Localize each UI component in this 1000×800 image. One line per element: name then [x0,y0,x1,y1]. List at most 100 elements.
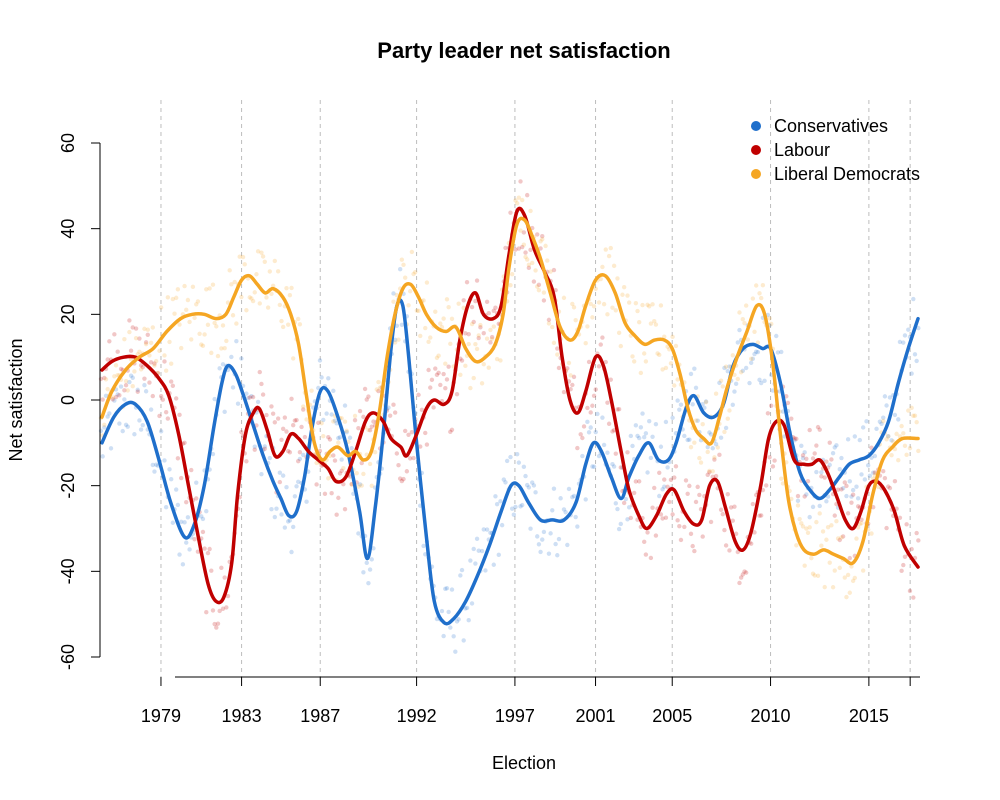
poll-point [845,572,851,578]
poll-point [280,473,286,478]
poll-point [200,516,206,522]
poll-point [872,453,878,459]
poll-point [357,482,363,487]
poll-point [339,468,344,474]
poll-point [837,537,842,543]
poll-point [158,394,164,399]
poll-point [297,449,303,455]
poll-point [799,443,804,449]
legend-marker [751,145,761,155]
poll-point [458,372,463,377]
poll-point [394,292,400,298]
poll-point [426,339,431,345]
poll-point [316,385,321,391]
poll-point [364,560,369,566]
poll-point [267,455,273,461]
poll-point [633,479,639,484]
poll-point [897,339,903,345]
poll-point [864,419,869,424]
y-tick-label: -20 [58,473,78,499]
poll-point [279,318,284,324]
poll-point [123,422,129,428]
poll-point [620,292,625,297]
poll-point [738,370,744,375]
poll-point [601,301,607,307]
poll-point [199,342,204,347]
poll-point [230,313,236,318]
poll-point [327,437,333,442]
poll-point [329,412,334,417]
poll-point [449,587,455,592]
poll-point [897,515,903,520]
poll-point [402,428,408,434]
poll-point [700,534,705,539]
poll-point [769,403,774,408]
poll-point [688,371,694,377]
poll-point [167,467,172,472]
poll-point [824,537,829,542]
poll-point [474,536,480,542]
poll-point [399,257,405,262]
poll-point [625,517,630,522]
poll-point [458,356,463,361]
poll-point [137,349,142,355]
poll-point [252,444,257,449]
poll-point [471,375,476,381]
poll-point [730,518,735,523]
poll-point [150,393,155,399]
poll-point [712,455,717,460]
poll-point [643,552,649,557]
poll-point [737,580,742,586]
poll-point [491,562,496,567]
poll-point [336,495,341,501]
poll-point [441,371,446,377]
poll-point [555,352,560,357]
poll-point [150,325,155,330]
poll-point [914,530,919,536]
poll-point [795,493,801,499]
poll-point [725,368,730,374]
poll-point [810,571,816,576]
poll-point [683,478,689,483]
poll-point [342,506,348,512]
poll-point [130,384,135,389]
poll-point [302,434,308,440]
poll-point [707,469,712,475]
poll-point [404,469,410,474]
poll-point [406,303,411,308]
poll-point [593,429,598,435]
poll-point [581,424,587,429]
poll-point [774,333,779,339]
poll-point [718,507,724,512]
poll-point [598,276,603,282]
poll-point [586,430,592,435]
poll-point [275,416,281,421]
poll-point [152,361,157,366]
poll-point [605,400,610,405]
poll-point [723,364,729,369]
election-gridlines [160,100,911,677]
poll-point [519,502,525,508]
poll-point [733,531,739,536]
poll-point [133,335,139,341]
poll-point [909,405,914,411]
poll-point [138,367,144,372]
poll-point [854,536,859,541]
poll-point [152,469,157,474]
poll-point [667,499,672,505]
poll-point [914,358,919,364]
poll-point [287,450,293,455]
poll-point [760,282,766,288]
poll-point [145,327,150,332]
poll-point [907,588,913,594]
poll-point [519,197,525,203]
poll-point [750,356,756,361]
poll-point [541,298,547,303]
poll-point [700,401,705,407]
poll-point [469,321,475,327]
poll-point [224,605,229,610]
poll-point [879,421,884,426]
poll-point [434,616,440,622]
poll-point [433,309,438,314]
poll-point [219,346,224,351]
